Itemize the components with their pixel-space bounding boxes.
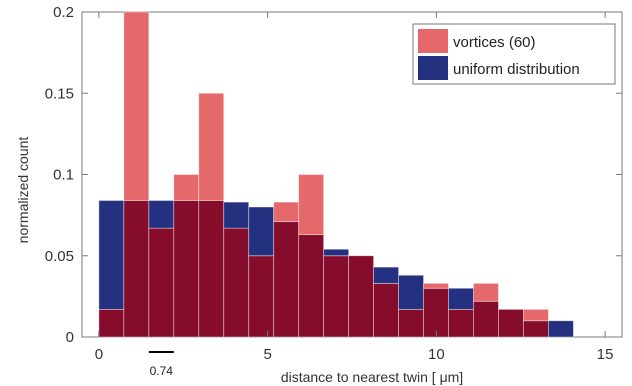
- bar-vortices-1: [123, 11, 150, 201]
- bars-group: [98, 11, 574, 338]
- y-tick-label-2: 0.1: [53, 167, 74, 184]
- bin-width-annotation: 0.74: [148, 351, 174, 378]
- legend-label-uniform: uniform distribution: [453, 61, 580, 78]
- legend-label-vortices: vortices (60): [453, 34, 536, 51]
- bar-overlap-14: [448, 308, 474, 338]
- x-axis-label: distance to nearest twin [ μm]: [281, 369, 463, 385]
- x-tick-label-2: 10: [428, 346, 445, 363]
- y-tick-label-0: 0: [66, 329, 74, 346]
- bar-vortices-13: [423, 282, 449, 289]
- bar-overlap-3: [173, 200, 200, 338]
- bar-overlap-17: [523, 320, 549, 338]
- bar-overlap-10: [348, 255, 375, 338]
- bar-overlap-7: [273, 221, 300, 338]
- x-tick-label-3: 15: [597, 346, 614, 363]
- bar-overlap-9: [323, 255, 350, 338]
- bar-uniform-5: [223, 201, 250, 229]
- bar-uniform-14: [448, 287, 474, 310]
- y-tick-label-3: 0.15: [45, 85, 74, 102]
- legend: vortices (60) uniform distribution: [412, 23, 616, 85]
- bin-width-label: 0.74: [150, 364, 174, 378]
- bar-vortices-3: [173, 174, 200, 201]
- axes-group: 0 5 10 15 0 0.05 0.1 0.15 0.2: [45, 4, 622, 363]
- bar-overlap-12: [398, 308, 424, 338]
- bar-overlap-15: [473, 300, 499, 338]
- bar-vortices-7: [273, 201, 300, 223]
- bar-overlap-16: [498, 308, 524, 338]
- bar-vortices-4: [198, 92, 225, 201]
- x-tick-label-0: 0: [95, 346, 103, 363]
- bar-vortices-17: [523, 308, 549, 322]
- y-tick-label-4: 0.2: [53, 4, 74, 21]
- bar-overlap-6: [248, 255, 275, 338]
- bar-uniform-2: [148, 200, 175, 229]
- bar-uniform-0: [98, 200, 125, 310]
- bar-uniform-11: [373, 266, 399, 284]
- y-axis-label: normalized count: [15, 137, 31, 244]
- legend-swatch-vortices: [418, 29, 448, 53]
- bar-uniform-18: [548, 320, 574, 338]
- bar-overlap-0: [98, 308, 125, 338]
- bar-overlap-5: [223, 227, 250, 338]
- bar-overlap-1: [123, 200, 150, 338]
- bar-overlap-4: [198, 200, 225, 338]
- bar-uniform-9: [323, 248, 350, 257]
- bar-uniform-12: [398, 274, 424, 310]
- y-tick-label-1: 0.05: [45, 248, 74, 265]
- bar-overlap-2: [148, 227, 175, 338]
- bar-overlap-13: [423, 287, 449, 338]
- x-tick-label-1: 5: [263, 346, 271, 363]
- bar-vortices-15: [473, 282, 499, 302]
- bar-vortices-8: [298, 174, 325, 236]
- bar-overlap-11: [373, 282, 399, 338]
- legend-swatch-uniform: [418, 56, 448, 80]
- bar-uniform-6: [248, 206, 275, 257]
- bar-overlap-8: [298, 234, 325, 338]
